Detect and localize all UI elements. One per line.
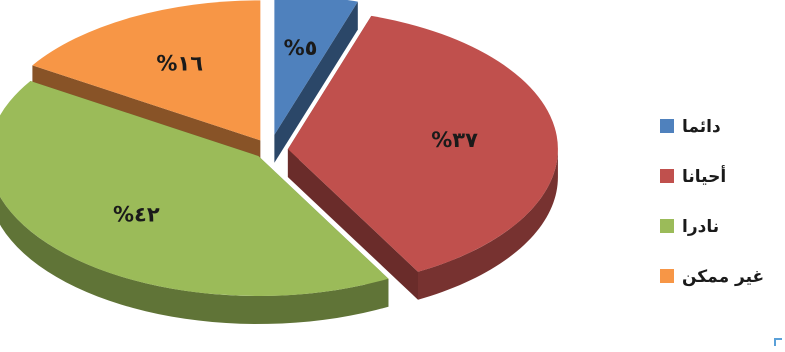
pie-slice-1 bbox=[287, 15, 558, 300]
slice-labels-layer: %٥ %١٦ %٣٧ %٤٢ bbox=[113, 36, 478, 226]
pie-slice-2 bbox=[0, 81, 389, 325]
slice-label-2: %٤٢ bbox=[113, 202, 160, 226]
legend-swatch-3 bbox=[660, 269, 674, 283]
legend-label-3: غير ممكن bbox=[682, 267, 764, 287]
legend-label-1: أحيانا bbox=[682, 165, 726, 187]
slice-label-0: %٥ bbox=[284, 36, 318, 60]
corner-marker bbox=[774, 338, 782, 346]
legend-swatch-2 bbox=[660, 219, 674, 233]
slice-label-3: %١٦ bbox=[156, 51, 203, 75]
pie-slice-0 bbox=[274, 0, 358, 163]
legend-label-2: نادرا bbox=[682, 217, 719, 237]
legend: دائما أحيانا نادرا غير ممكن bbox=[660, 117, 764, 287]
slice-label-1: %٣٧ bbox=[431, 128, 478, 152]
legend-swatch-0 bbox=[660, 119, 674, 133]
legend-label-0: دائما bbox=[682, 117, 721, 137]
legend-swatch-1 bbox=[660, 169, 674, 183]
slices-layer bbox=[0, 0, 558, 325]
